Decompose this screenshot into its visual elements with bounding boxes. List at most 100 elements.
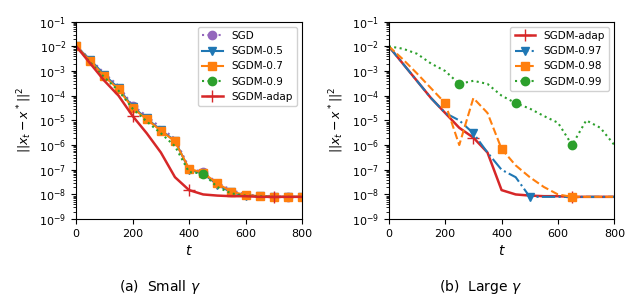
SGDM-0.97 <box>385 44 392 48</box>
SGDM-0.5 <box>242 194 250 197</box>
SGDM-0.98 <box>484 111 492 115</box>
SGDM-0.9 <box>185 171 193 174</box>
SGDM-0.5 <box>199 172 207 175</box>
SGDM-0.7 <box>298 195 306 199</box>
SGDM-0.5 <box>214 183 221 186</box>
SGDM-adap <box>526 194 534 197</box>
SGD <box>228 188 236 192</box>
SGD <box>242 193 250 196</box>
SGDM-adap <box>456 126 463 130</box>
SGDM-0.99 <box>540 114 548 118</box>
SGDM-adap <box>115 94 122 97</box>
X-axis label: $t$: $t$ <box>498 244 506 258</box>
SGD <box>129 104 136 107</box>
SGDM-adap <box>385 44 392 48</box>
SGDM-0.7 <box>284 195 292 199</box>
SGD <box>86 57 94 61</box>
SGDM-0.97 <box>526 195 534 199</box>
SGDM-0.99 <box>498 94 506 97</box>
SGDM-0.97 <box>596 195 604 199</box>
SGDM-0.9 <box>72 44 80 48</box>
Line: SGDM-adap: SGDM-adap <box>70 41 307 202</box>
SGDM-0.98 <box>456 143 463 147</box>
SGDM-0.7 <box>270 195 278 199</box>
SGDM-0.98 <box>526 176 534 179</box>
SGDM-0.97 <box>554 195 562 199</box>
SGD <box>157 126 164 130</box>
SGDM-adap <box>298 195 306 199</box>
SGDM-0.97 <box>456 118 463 122</box>
SGDM-0.98 <box>596 195 604 199</box>
SGDM-0.97 <box>512 176 520 179</box>
SGDM-0.5 <box>157 128 164 132</box>
SGD <box>298 195 306 199</box>
SGDM-adap <box>470 136 477 139</box>
SGDM-adap <box>442 111 449 115</box>
SGDM-adap <box>129 114 136 118</box>
SGDM-0.9 <box>256 194 264 198</box>
SGDM-0.97 <box>399 62 406 65</box>
SGDM-0.5 <box>298 195 306 199</box>
Line: SGDM-0.9: SGDM-0.9 <box>72 42 306 201</box>
Line: SGD: SGD <box>72 42 306 201</box>
SGDM-0.7 <box>171 140 179 143</box>
SGDM-adap <box>185 188 193 192</box>
SGDM-0.5 <box>171 139 179 143</box>
SGD <box>72 44 80 48</box>
SGDM-0.99 <box>611 143 618 147</box>
SGDM-0.98 <box>582 195 590 199</box>
SGDM-0.99 <box>470 79 477 83</box>
SGDM-adap <box>427 96 435 100</box>
SGDM-0.98 <box>554 193 562 196</box>
SGDM-0.5 <box>185 168 193 171</box>
SGDM-0.5 <box>100 73 108 76</box>
Legend: SGDM-adap, SGDM-0.97, SGDM-0.98, SGDM-0.99: SGDM-adap, SGDM-0.97, SGDM-0.98, SGDM-0.… <box>510 27 609 91</box>
SGDM-adap <box>568 195 576 199</box>
SGDM-adap <box>582 195 590 199</box>
SGDM-0.97 <box>611 195 618 199</box>
SGDM-0.5 <box>256 194 264 198</box>
SGDM-0.98 <box>568 195 576 199</box>
SGDM-0.5 <box>129 105 136 109</box>
Line: SGDM-0.7: SGDM-0.7 <box>72 42 306 201</box>
SGDM-0.7 <box>256 194 264 198</box>
SGDM-adap <box>242 194 250 198</box>
SGDM-0.5 <box>228 191 236 194</box>
Text: (b)  Large $\gamma$: (b) Large $\gamma$ <box>438 278 522 294</box>
SGDM-0.7 <box>129 106 136 110</box>
SGDM-0.98 <box>611 195 618 199</box>
SGDM-adap <box>512 193 520 196</box>
X-axis label: $t$: $t$ <box>185 244 193 258</box>
SGDM-0.9 <box>129 107 136 110</box>
SGDM-0.9 <box>157 131 164 135</box>
SGDM-0.9 <box>171 144 179 148</box>
SGDM-0.99 <box>399 47 406 51</box>
SGDM-0.7 <box>199 171 207 175</box>
SGD <box>185 166 193 170</box>
SGDM-0.9 <box>115 89 122 92</box>
SGDM-0.98 <box>399 57 406 61</box>
SGDM-adap <box>143 131 150 135</box>
SGD <box>171 137 179 141</box>
SGDM-0.99 <box>596 126 604 130</box>
SGDM-adap <box>611 195 618 199</box>
SGDM-0.98 <box>470 96 477 100</box>
SGDM-0.7 <box>143 118 150 121</box>
SGDM-0.5 <box>270 195 278 199</box>
SGDM-0.98 <box>442 101 449 105</box>
SGDM-0.98 <box>512 164 520 167</box>
SGDM-0.7 <box>115 88 122 91</box>
SGDM-0.97 <box>498 168 506 171</box>
SGDM-adap <box>228 194 236 198</box>
SGDM-0.9 <box>143 120 150 123</box>
SGDM-0.97 <box>442 111 449 115</box>
SGDM-adap <box>284 195 292 199</box>
SGDM-0.9 <box>86 61 94 64</box>
SGDM-0.98 <box>413 72 420 75</box>
SGDM-0.98 <box>385 44 392 48</box>
SGDM-0.9 <box>228 192 236 195</box>
SGD <box>100 72 108 75</box>
Line: SGDM-0.99: SGDM-0.99 <box>385 42 619 149</box>
SGDM-0.97 <box>568 195 576 199</box>
Line: SGDM-0.98: SGDM-0.98 <box>385 42 619 201</box>
